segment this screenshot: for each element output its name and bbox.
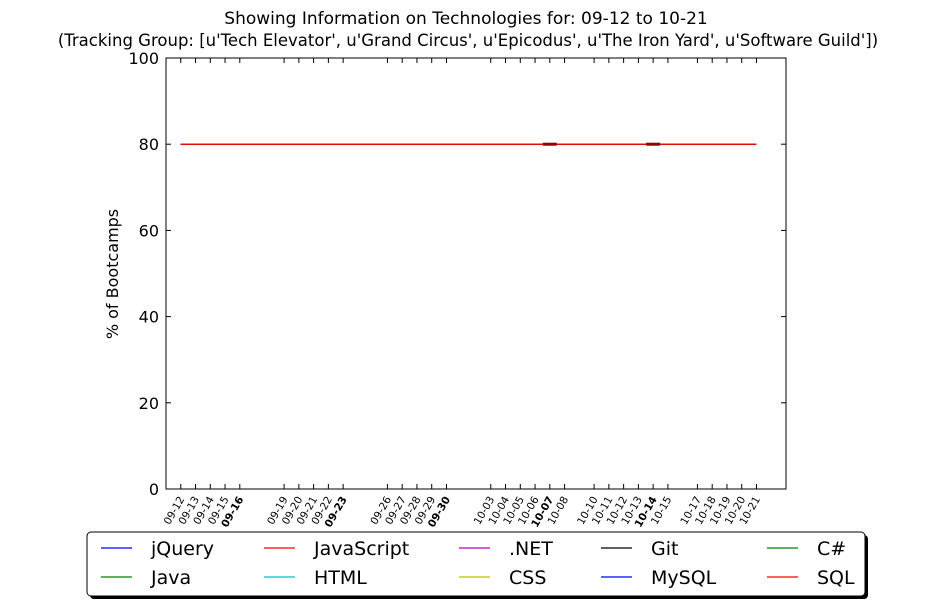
- legend-label: SQL: [817, 567, 855, 589]
- chart-subtitle: (Tracking Group: [u'Tech Elevator', u'Gr…: [58, 31, 878, 50]
- legend-label: jQuery: [150, 538, 214, 560]
- y-axis-label: % of Bootcamps: [103, 209, 122, 339]
- y-tick-label: 80: [139, 135, 159, 154]
- chart-title: Showing Information on Technologies for:…: [224, 9, 707, 29]
- y-tick-label: 0: [149, 480, 159, 499]
- y-tick-label: 40: [139, 308, 159, 327]
- legend-label: C#: [817, 538, 846, 560]
- legend-label: Git: [651, 538, 678, 560]
- legend-label: CSS: [509, 567, 546, 589]
- legend-label: MySQL: [651, 567, 717, 589]
- legend-label: Java: [150, 567, 191, 589]
- legend-label: .NET: [509, 538, 553, 560]
- plot-frame: [165, 57, 787, 490]
- y-tick-label: 100: [128, 49, 159, 68]
- legend-label: JavaScript: [313, 538, 409, 560]
- y-tick-label: 60: [139, 221, 159, 240]
- legend: jQuery Java JavaScript HTML .NET CSS Git MySQL C…: [86, 531, 868, 599]
- y-tick-label: 20: [139, 394, 159, 413]
- legend-label: HTML: [314, 567, 367, 589]
